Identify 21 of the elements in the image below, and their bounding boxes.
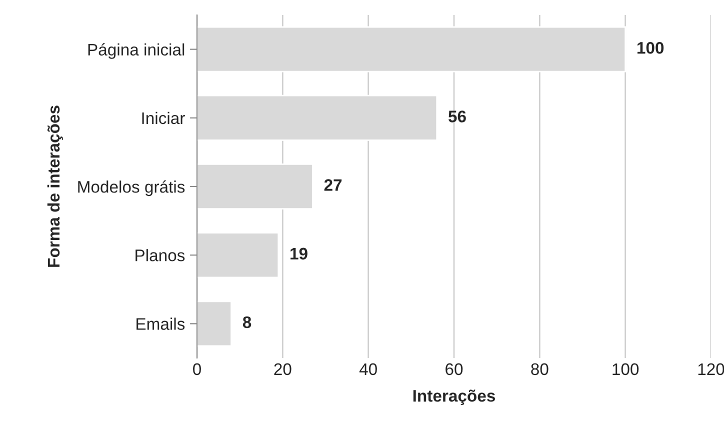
- x-tick-label: 60: [446, 363, 463, 376]
- y-tick-label: Emails: [136, 318, 185, 330]
- y-tick-label: Modelos grátis: [78, 180, 185, 196]
- bar: [197, 300, 232, 347]
- data-label: 8: [242, 316, 252, 328]
- x-tick-label: 0: [193, 363, 201, 376]
- bar: [197, 232, 280, 278]
- y-tick-label: Página inicial: [88, 43, 184, 59]
- x-tick-label: 40: [359, 363, 377, 376]
- data-label: 19: [290, 248, 308, 260]
- data-label: 56: [448, 110, 466, 122]
- x-tick-label: 80: [531, 363, 548, 376]
- x-axis-title: Interações: [413, 390, 496, 406]
- data-label: 27: [324, 179, 342, 191]
- x-tick-label: 100: [612, 363, 639, 376]
- x-tick-label: 20: [274, 363, 292, 376]
- y-tick-label: Iniciar: [142, 112, 185, 124]
- y-tick-label: Planos: [136, 249, 185, 262]
- data-label: 100: [637, 42, 664, 54]
- y-axis-title: Forma de interações: [47, 106, 63, 267]
- x-tick-label: 120: [698, 363, 724, 376]
